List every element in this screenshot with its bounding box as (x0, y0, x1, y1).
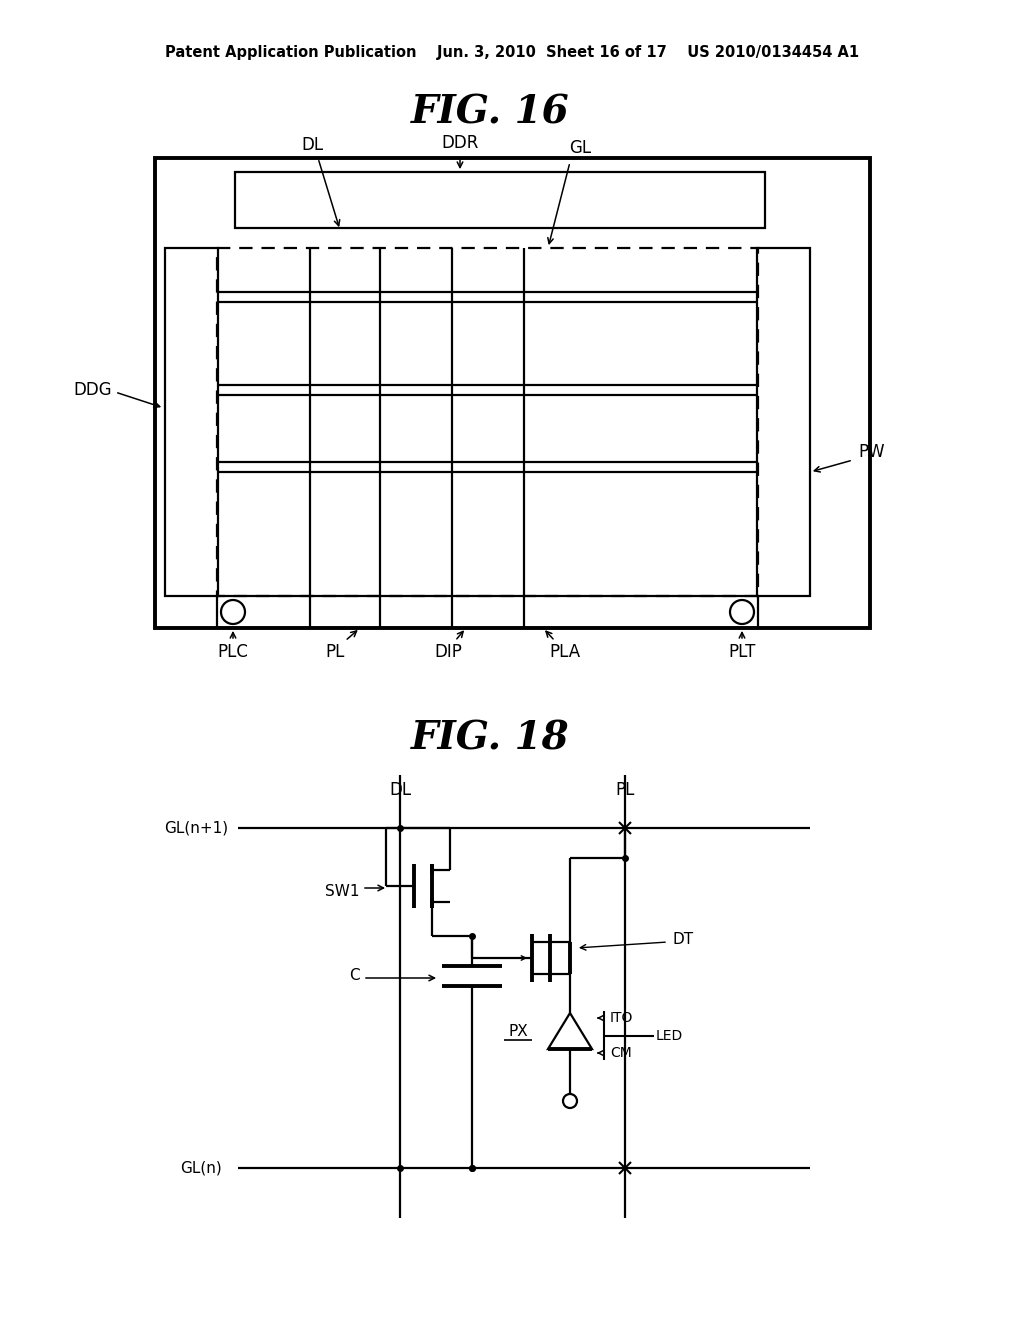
Text: ITO: ITO (610, 1011, 634, 1026)
Text: DL: DL (389, 781, 411, 799)
Text: Patent Application Publication    Jun. 3, 2010  Sheet 16 of 17    US 2010/013445: Patent Application Publication Jun. 3, 2… (165, 45, 859, 59)
Text: GL(n+1): GL(n+1) (164, 821, 228, 836)
Text: GL(n): GL(n) (180, 1160, 222, 1176)
Text: PX: PX (508, 1023, 528, 1039)
Bar (217, 248, 758, 597)
Text: DDG: DDG (74, 381, 112, 399)
Text: DIP: DIP (434, 643, 462, 661)
Text: GL: GL (569, 139, 591, 157)
Text: DT: DT (672, 932, 693, 948)
Bar (217, 597, 758, 628)
Text: FIG. 16: FIG. 16 (411, 92, 569, 131)
Text: PLA: PLA (550, 643, 581, 661)
Text: PLC: PLC (217, 643, 249, 661)
Text: CM: CM (610, 1045, 632, 1060)
Text: PLT: PLT (728, 643, 756, 661)
Text: PL: PL (615, 781, 635, 799)
Bar (757, 248, 810, 597)
Text: DDR: DDR (441, 135, 478, 152)
Bar (155, 158, 870, 628)
Text: PL: PL (326, 643, 345, 661)
Text: DL: DL (301, 136, 323, 154)
Text: SW1: SW1 (326, 883, 360, 899)
Bar (165, 248, 218, 597)
Text: C: C (349, 969, 360, 983)
Text: PW: PW (858, 444, 885, 461)
Text: FIG. 18: FIG. 18 (411, 719, 569, 756)
Text: LED: LED (656, 1028, 683, 1043)
Bar (234, 172, 765, 228)
